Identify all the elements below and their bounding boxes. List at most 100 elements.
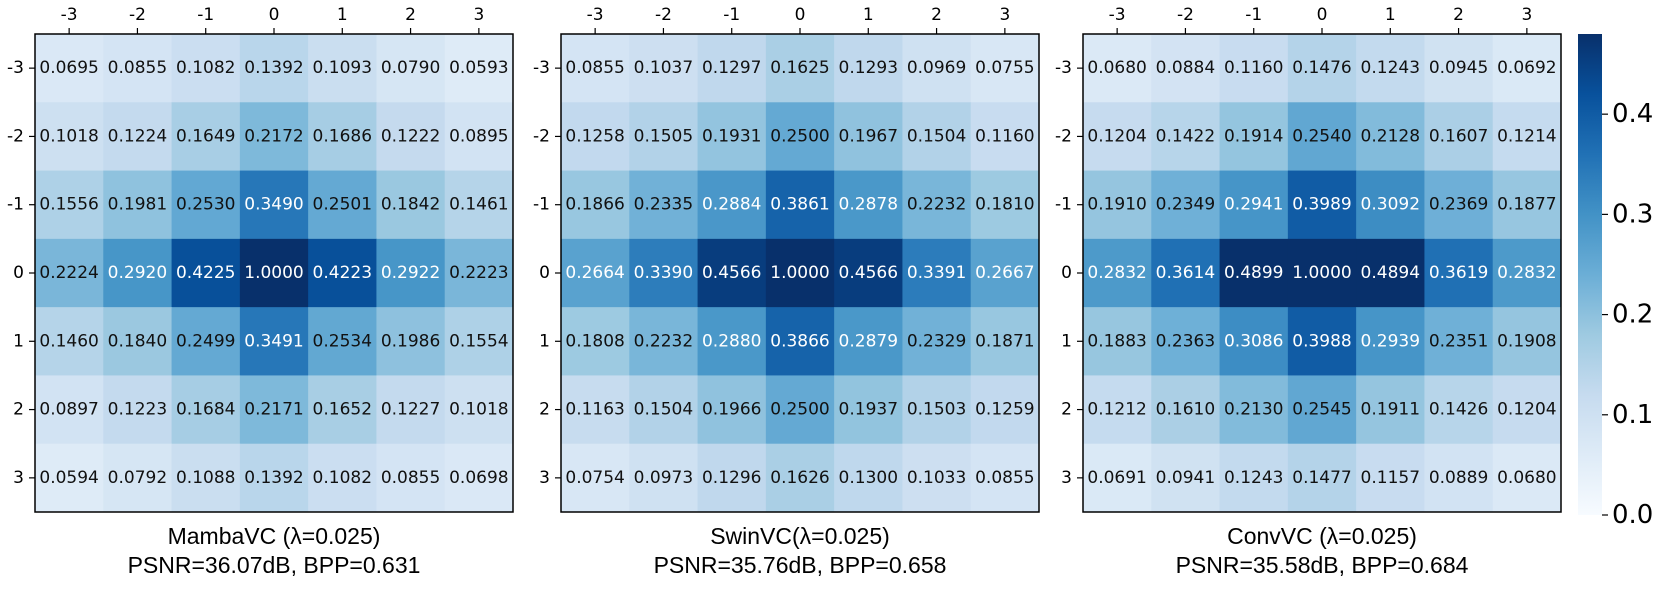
cell-value-label: 0.3989 [1292, 195, 1351, 215]
cell-value-label: 0.0897 [39, 400, 98, 420]
cell-value-label: 0.1297 [702, 58, 761, 78]
panel-title-mambavc: MambaVC (λ=0.025) PSNR=36.07dB, BPP=0.63… [35, 522, 513, 580]
heatmap-cell [103, 102, 173, 172]
heatmap-cell [629, 375, 699, 445]
cell-value-label: 0.1610 [1156, 400, 1215, 420]
cell-value-label: 0.2171 [244, 400, 303, 420]
heatmap-cell [1356, 375, 1425, 445]
cell-value-label: 0.2884 [702, 195, 761, 215]
heatmap-cell [376, 170, 446, 240]
heatmap-cell [629, 102, 699, 172]
colorbar-tick-label: 0.4 [1612, 99, 1653, 129]
heatmap-cell [697, 375, 767, 445]
heatmap-cell [239, 238, 309, 308]
heatmap-cell [1151, 375, 1221, 445]
heatmap-cell [376, 307, 446, 376]
heatmap-cell [376, 102, 446, 172]
cell-value-label: 0.0884 [1156, 58, 1215, 78]
cell-value-label: 0.1243 [1224, 468, 1283, 488]
heatmap-cell [308, 170, 377, 240]
heatmap-cell [239, 34, 309, 103]
cell-value-label: 0.1212 [1087, 400, 1146, 420]
heatmap-cell [970, 375, 1040, 445]
heatmap-cell [834, 443, 903, 513]
heatmap-cell [1083, 443, 1152, 513]
heatmap-cell [1219, 238, 1289, 308]
heatmap-cell [834, 170, 903, 240]
cell-value-label: 0.3390 [634, 263, 693, 283]
heatmap-cell [239, 170, 309, 240]
heatmap-cell [1219, 375, 1289, 445]
heatmap-cell [561, 34, 630, 103]
cell-value-label: 0.0895 [449, 126, 508, 146]
heatmap-cell [35, 375, 104, 445]
cell-value-label: 0.1840 [108, 331, 167, 351]
heatmap-cell [1356, 34, 1425, 103]
cell-value-label: 0.0889 [1429, 468, 1488, 488]
cell-value-label: 0.1258 [565, 126, 624, 146]
heatmap-cell [902, 238, 972, 308]
cell-value-label: 0.1214 [1497, 126, 1556, 146]
heatmap-cell [561, 238, 630, 308]
cell-value-label: 0.0593 [449, 58, 508, 78]
cell-value-label: 0.0692 [1497, 58, 1556, 78]
cell-value-label: 0.4566 [702, 263, 761, 283]
cell-value-label: 0.2534 [313, 331, 372, 351]
heatmap-cell [1219, 34, 1289, 103]
cell-value-label: 0.2223 [449, 263, 508, 283]
y-tick-label: 2 [539, 400, 550, 420]
heatmap-cell [1151, 307, 1221, 376]
cell-value-label: 0.1966 [702, 400, 761, 420]
heatmap-cell [765, 170, 835, 240]
heatmap-cell [1151, 443, 1221, 513]
heatmap-cell [902, 375, 972, 445]
heatmap-cell [171, 34, 241, 103]
heatmap-cell [1356, 170, 1425, 240]
heatmap-cell [239, 307, 309, 376]
cell-value-label: 0.1227 [381, 400, 440, 420]
cell-value-label: 0.2922 [381, 263, 440, 283]
cell-value-label: 0.2939 [1361, 331, 1420, 351]
heatmap-cell [444, 307, 514, 376]
heatmap-cell [171, 443, 241, 513]
cell-value-label: 0.2545 [1292, 400, 1351, 420]
cell-value-label: 0.1914 [1224, 126, 1283, 146]
cell-value-label: 0.0754 [565, 468, 624, 488]
cell-value-label: 0.2349 [1156, 195, 1215, 215]
cell-value-label: 0.3861 [770, 195, 829, 215]
cell-value-label: 0.2920 [108, 263, 167, 283]
cell-value-label: 0.1686 [313, 126, 372, 146]
colorbar-tick-label: 0.3 [1612, 199, 1653, 229]
cell-value-label: 0.1243 [1361, 58, 1420, 78]
cell-value-label: 0.2880 [702, 331, 761, 351]
heatmap-convvc: 0.0680 0.0884 0.1160 0.1476 0.1243 0.0945 0.06… [1055, 5, 1562, 513]
heatmap-cell [765, 238, 835, 308]
cell-value-label: 0.4899 [1224, 263, 1283, 283]
heatmap-cell [629, 238, 699, 308]
heatmap-cell [1424, 34, 1494, 103]
cell-value-label: 0.0855 [975, 468, 1034, 488]
heatmap-cell [239, 102, 309, 172]
y-tick-label: 0 [1061, 263, 1072, 283]
heatmap-cell [171, 375, 241, 445]
heatmap-cell [561, 307, 630, 376]
heatmap-cell [697, 238, 767, 308]
heatmap-cell [171, 307, 241, 376]
cell-value-label: 0.0695 [39, 58, 98, 78]
heatmap-cell [970, 34, 1040, 103]
heatmap-cell [1424, 170, 1494, 240]
heatmap-cell [1219, 307, 1289, 376]
cell-value-label: 0.1088 [176, 468, 235, 488]
cell-value-label: 1.0000 [770, 263, 829, 283]
heatmap-cell [834, 238, 903, 308]
cell-value-label: 0.2232 [907, 195, 966, 215]
cell-value-label: 0.1018 [449, 400, 508, 420]
cell-value-label: 0.2369 [1429, 195, 1488, 215]
cell-value-label: 0.1082 [176, 58, 235, 78]
cell-value-label: 0.2540 [1292, 126, 1351, 146]
cell-value-label: 0.3086 [1224, 331, 1283, 351]
cell-value-label: 0.3988 [1292, 331, 1351, 351]
cell-value-label: 0.1296 [702, 468, 761, 488]
heatmap-cell [970, 102, 1040, 172]
heatmap-cell [444, 34, 514, 103]
